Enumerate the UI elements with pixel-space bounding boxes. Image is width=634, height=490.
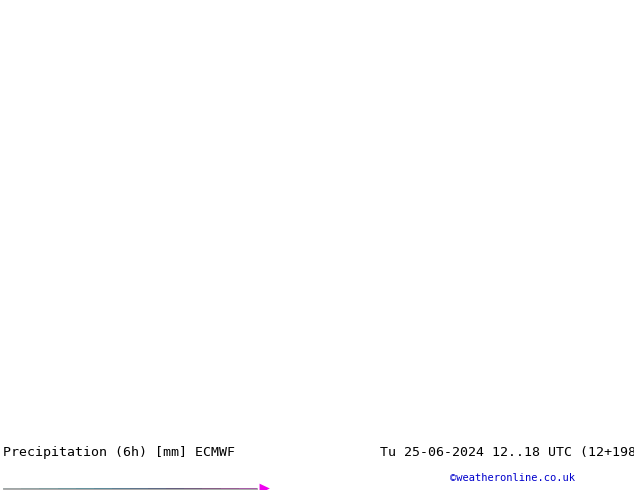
- Text: Tu 25-06-2024 12..18 UTC (12+198): Tu 25-06-2024 12..18 UTC (12+198): [380, 446, 634, 459]
- Text: Precipitation (6h) [mm] ECMWF: Precipitation (6h) [mm] ECMWF: [3, 446, 235, 459]
- Bar: [112, 488, 130, 490]
- Bar: [3, 488, 257, 490]
- Bar: [202, 488, 221, 490]
- Text: ©weatheronline.co.uk: ©weatheronline.co.uk: [450, 473, 575, 483]
- Bar: [39, 488, 58, 490]
- Bar: [184, 488, 202, 490]
- Bar: [221, 488, 238, 490]
- Bar: [58, 488, 75, 490]
- Bar: [75, 488, 94, 490]
- Bar: [94, 488, 112, 490]
- Bar: [22, 488, 39, 490]
- Bar: [166, 488, 184, 490]
- Bar: [130, 488, 148, 490]
- Bar: [238, 488, 257, 490]
- Bar: [3, 488, 22, 490]
- Bar: [148, 488, 166, 490]
